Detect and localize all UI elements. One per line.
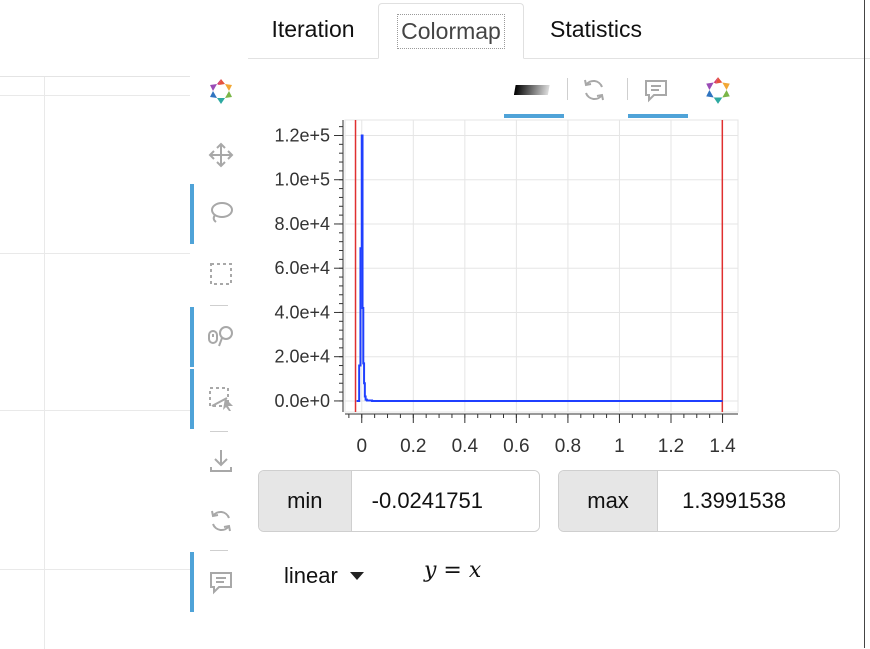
- histogram-chart[interactable]: 0 0.2 0.4 0.6 0.8 1 1.2 1.4 0.0e+0 2.0e+4 4.0e+4 6.…: [248, 112, 748, 462]
- max-label: max: [559, 471, 659, 531]
- y-tick-label: 6.0e+4: [274, 258, 330, 278]
- speech-bubble-icon[interactable]: [640, 72, 672, 108]
- lasso-icon[interactable]: [206, 198, 236, 228]
- min-input[interactable]: -0.0241751: [351, 471, 539, 531]
- bokeh-logo-icon[interactable]: [700, 72, 736, 108]
- gradient-bar-icon[interactable]: [510, 72, 556, 108]
- scale-select-value: linear: [284, 563, 338, 588]
- tab-label: Colormap: [397, 13, 505, 49]
- tab-bar: Iteration Colormap Statistics: [248, 0, 870, 59]
- formula-label: y = x: [424, 558, 482, 583]
- toolbar-divider: [210, 550, 228, 551]
- toolbar-divider: [627, 78, 628, 100]
- box-edit-icon[interactable]: [206, 383, 236, 413]
- y-tick-label: 0.0e+0: [274, 391, 330, 411]
- left-plot-area[interactable]: [0, 76, 190, 649]
- min-field[interactable]: min -0.0241751: [258, 470, 540, 532]
- bokeh-logo-icon[interactable]: [206, 76, 236, 106]
- x-tick-label: 1: [614, 436, 625, 457]
- active-indicator: [190, 369, 194, 429]
- toolbar-divider: [567, 78, 568, 100]
- grid-line: [0, 410, 190, 411]
- tab-label: Statistics: [549, 15, 643, 42]
- active-indicator: [504, 114, 564, 118]
- x-tick-label: 0.4: [452, 436, 479, 457]
- tab-label: Iteration: [271, 15, 355, 42]
- active-indicator: [190, 307, 194, 367]
- download-icon[interactable]: [206, 446, 236, 476]
- speech-bubble-icon[interactable]: [206, 567, 236, 597]
- histogram-line: [356, 134, 723, 402]
- panel-border: [864, 0, 865, 648]
- x-tick-label: 1.2: [658, 436, 684, 457]
- y-tick-label: 8.0e+4: [274, 214, 330, 234]
- tab-iteration[interactable]: Iteration: [252, 4, 374, 54]
- active-indicator: [190, 184, 194, 244]
- x-tick-label: 1.4: [709, 436, 736, 457]
- reset-icon[interactable]: [578, 72, 610, 108]
- grid-line: [0, 253, 190, 254]
- reset-icon[interactable]: [206, 506, 236, 536]
- tab-colormap[interactable]: Colormap: [378, 3, 524, 59]
- dashed-box-icon[interactable]: [206, 259, 236, 289]
- x-tick-label: 0.8: [555, 436, 581, 457]
- tab-statistics[interactable]: Statistics: [528, 4, 664, 54]
- min-label: min: [259, 471, 352, 531]
- active-indicator: [628, 114, 688, 118]
- grid-line: [0, 95, 190, 96]
- plot-toolbar: [190, 0, 248, 648]
- toolbar-divider: [210, 431, 228, 432]
- x-tick-label: 0.2: [400, 436, 426, 457]
- max-field[interactable]: max 1.3991538: [558, 470, 840, 532]
- plot-frame: [344, 119, 739, 413]
- move-arrows-icon[interactable]: [206, 140, 236, 170]
- grid-line: [44, 77, 45, 649]
- scale-select[interactable]: linear: [284, 563, 364, 589]
- x-tick-label: 0: [356, 436, 367, 457]
- y-tick-label: 1.0e+5: [274, 170, 330, 190]
- caret-down-icon: [349, 572, 364, 580]
- y-tick-label: 1.2e+5: [274, 125, 330, 145]
- wheel-zoom-icon[interactable]: [206, 321, 236, 351]
- toolbar-divider: [210, 305, 228, 306]
- max-input[interactable]: 1.3991538: [658, 471, 839, 531]
- active-indicator: [190, 552, 194, 612]
- y-tick-label: 2.0e+4: [274, 347, 330, 367]
- x-tick-label: 0.6: [503, 436, 529, 457]
- grid-line: [0, 569, 190, 570]
- y-tick-label: 4.0e+4: [274, 302, 330, 322]
